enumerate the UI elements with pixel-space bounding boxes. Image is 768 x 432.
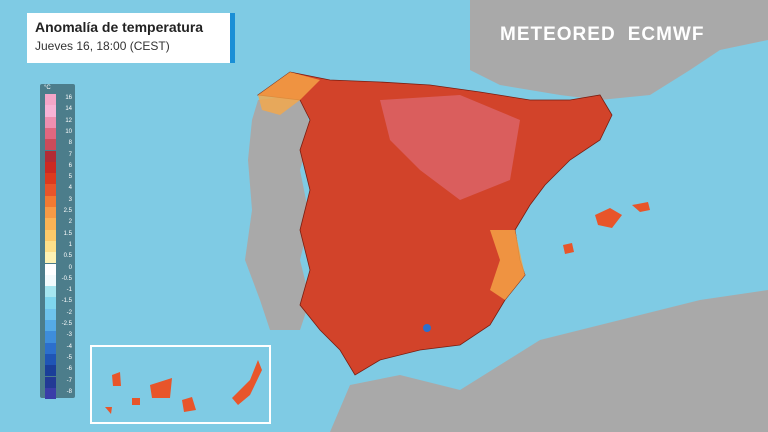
legend-label: -1 xyxy=(66,287,72,294)
legend-swatch xyxy=(45,139,56,151)
legend-label: -4 xyxy=(66,343,72,350)
legend-label: 4 xyxy=(68,185,72,192)
legend-swatch xyxy=(45,308,56,320)
legend-swatch xyxy=(45,127,56,140)
legend-swatch xyxy=(45,320,56,332)
legend-label: 2 xyxy=(68,219,72,226)
spain-inner-highs xyxy=(380,95,520,200)
legend-label: -2.5 xyxy=(61,321,72,327)
legend-swatch xyxy=(45,387,56,400)
legend-label: 3 xyxy=(68,196,72,203)
legend-label: -6 xyxy=(66,366,72,373)
legend-swatch xyxy=(45,342,56,354)
legend-unit: °C xyxy=(44,85,51,91)
title-box: Anomalía de temperatura Jueves 16, 18:00… xyxy=(27,13,235,63)
legend-swatch xyxy=(45,263,56,275)
legend-label: -7 xyxy=(66,377,72,384)
legend-swatch xyxy=(45,150,56,162)
legend-swatch xyxy=(45,195,56,207)
legend-label: 1.5 xyxy=(63,230,72,237)
legend-swatch xyxy=(45,173,56,185)
legend-swatch xyxy=(45,240,56,253)
legend-swatch xyxy=(45,274,56,287)
portugal-land xyxy=(245,95,312,330)
ecmwf-logo: ECMWF xyxy=(627,24,705,45)
legend-label: 5 xyxy=(68,174,72,181)
legend-label: -2 xyxy=(66,309,72,316)
legend-swatch xyxy=(45,353,56,366)
legend-label: 1 xyxy=(68,241,72,248)
legend-swatch xyxy=(45,365,56,377)
canary-islands xyxy=(105,360,262,414)
legend-swatch xyxy=(45,161,56,174)
legend-label: 0.5 xyxy=(63,253,72,260)
legend-label: -5 xyxy=(66,354,72,361)
legend-swatch xyxy=(45,105,56,117)
legend-swatch xyxy=(45,376,56,388)
logos: METEORED ECMWF xyxy=(500,24,704,46)
africa-land xyxy=(330,290,768,432)
legend-swatch xyxy=(45,184,56,196)
legend-label: 14 xyxy=(65,106,72,113)
legend-label: -0.5 xyxy=(61,275,72,282)
legend-label: 7 xyxy=(68,151,72,158)
legend-swatch xyxy=(45,286,56,298)
map-title: Anomalía de temperatura xyxy=(35,19,204,35)
legend-label: 12 xyxy=(65,117,72,124)
canary-islands-inset xyxy=(90,345,271,424)
color-legend: °C 16 14 12 10 8 7 6 5 4 3 2.5 2 1.5 1 0.5 0 -0.5 -1 -1.5 -… xyxy=(40,84,75,400)
legend-swatch xyxy=(45,116,56,128)
legend-swatch xyxy=(45,94,56,106)
legend-label: 10 xyxy=(65,128,72,135)
map-subtitle: Jueves 16, 18:00 (CEST) xyxy=(35,39,170,53)
meteored-logo: METEORED xyxy=(500,24,616,45)
negative-anomaly-spot xyxy=(423,324,431,332)
legend-label: -3 xyxy=(66,332,72,339)
legend-swatch xyxy=(45,229,56,241)
legend-swatch xyxy=(45,252,56,264)
legend-label: 6 xyxy=(68,162,72,169)
legend-label: -8 xyxy=(66,388,72,395)
legend-label: 2.5 xyxy=(63,208,72,214)
france-land xyxy=(470,0,768,100)
legend-label: 8 xyxy=(68,140,72,147)
legend-swatch xyxy=(45,207,56,219)
legend-swatch xyxy=(45,218,56,230)
legend-label: 0 xyxy=(68,264,72,271)
spain-coastal-cool xyxy=(258,72,525,300)
legend-label: 16 xyxy=(65,95,72,101)
balearic-islands xyxy=(563,202,650,254)
legend-swatch xyxy=(45,331,56,343)
legend-label: -1.5 xyxy=(61,298,72,305)
legend-swatch xyxy=(45,297,56,309)
